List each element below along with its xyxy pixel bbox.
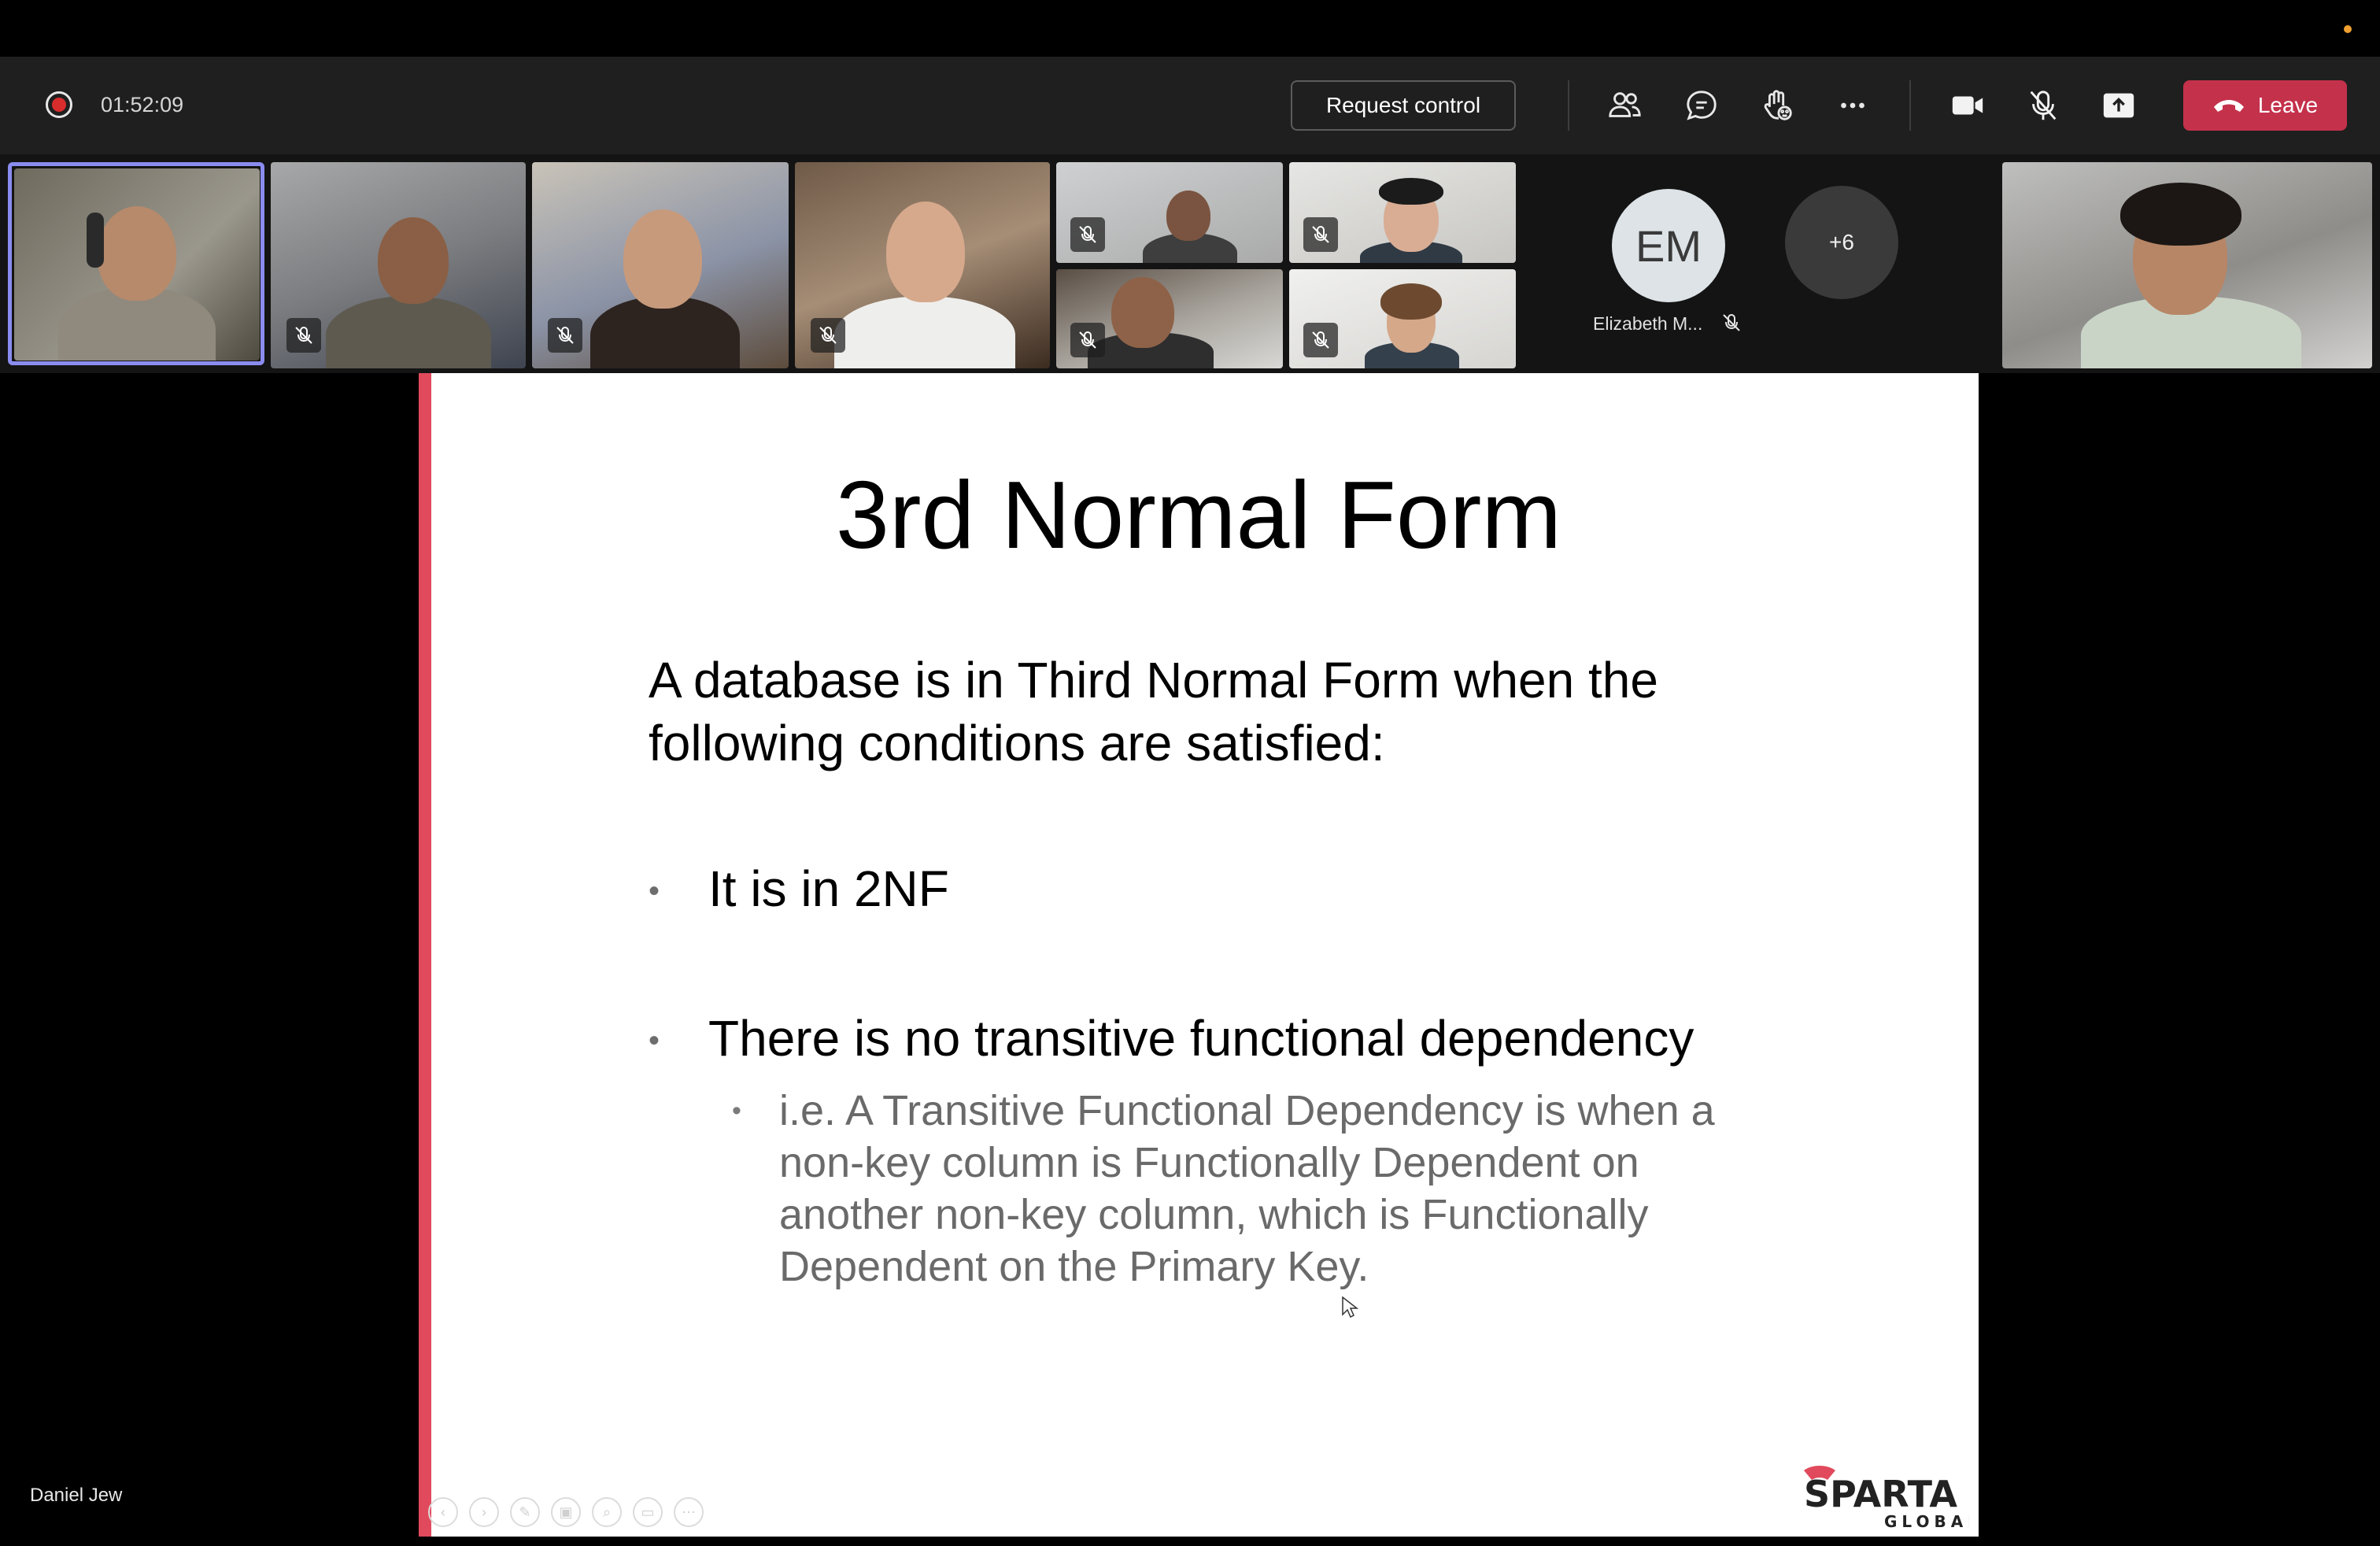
participant-face [1111,277,1174,348]
participant-figure [326,296,491,368]
slides-icon[interactable]: ▣ [551,1497,581,1527]
muted-icon [1303,217,1338,252]
slide-sub-bullet: • i.e. A Transitive Functional Dependenc… [732,1085,1755,1293]
muted-icon [1723,314,1740,331]
participant-tile[interactable] [1056,269,1283,368]
previous-slide-icon[interactable]: ‹ [428,1497,458,1527]
meeting-toolbar: 01:52:09 Request control Leave [0,57,2380,154]
pen-icon[interactable]: ✎ [510,1497,540,1527]
next-slide-icon[interactable]: › [469,1497,499,1527]
participant-avatar[interactable]: EM [1612,189,1725,302]
participant-face [623,209,702,309]
muted-icon [811,318,845,353]
more-options-icon[interactable]: ⋯ [674,1497,704,1527]
bullet-marker: • [649,874,660,908]
participant-hair [1380,283,1442,320]
participant-tile[interactable] [2002,162,2372,368]
participant-tile[interactable] [14,168,260,361]
chat-icon[interactable] [1681,85,1722,126]
recording-icon [46,91,72,118]
share-icon[interactable] [2098,85,2139,126]
presenter-name: Daniel Jew [30,1485,123,1506]
slide-title: 3rd Normal Form [836,461,1561,568]
toolbar-divider [1909,80,1911,131]
presentation-slide: 3rd Normal Form A database is in Third N… [419,373,1979,1537]
muted-icon [1070,217,1105,252]
sub-bullet-text: i.e. A Transitive Functional Dependency … [779,1087,1715,1290]
bullet-marker: • [732,1096,741,1126]
participant-hair [2120,183,2241,246]
muted-icon [286,318,321,353]
participant-face [886,202,965,302]
raise-hand-icon[interactable] [1757,85,1798,126]
participant-face [378,217,449,304]
hang-up-icon [2213,100,2244,112]
mouse-cursor-icon [1342,1296,1358,1319]
participant-figure [834,296,1015,368]
meeting-timer: 01:52:09 [101,93,184,117]
subtitles-icon[interactable]: ▭ [633,1497,663,1527]
muted-icon [1303,323,1338,357]
slide-bullet: • There is no transitive functional depe… [649,1009,1694,1067]
more-icon[interactable] [1832,85,1873,126]
bullet-marker: • [649,1023,660,1058]
participants-icon[interactable] [1604,85,1645,126]
participant-tile[interactable] [1056,162,1283,263]
active-speaker-highlight [8,162,264,365]
bullet-text: There is no transitive functional depend… [708,1010,1694,1067]
request-control-button[interactable]: Request control [1291,80,1516,131]
participant-face [1166,190,1210,241]
slideshow-controls: ‹ › ✎ ▣ ⌕ ▭ ⋯ [428,1497,704,1527]
slide-bullet: • It is in 2NF [649,860,949,918]
participant-tile[interactable] [795,162,1050,368]
bullet-text: It is in 2NF [708,860,949,917]
camera-icon[interactable] [1947,85,1988,126]
slide-accent-bar [419,373,431,1537]
muted-icon [548,318,582,353]
sparta-global-logo: SPARTA GLOBAL [1804,1466,1969,1531]
leave-label: Leave [2257,93,2319,117]
participant-tile[interactable] [532,162,789,368]
muted-icon [1070,323,1105,357]
participant-tile[interactable] [1289,269,1516,368]
toolbar-divider [1568,80,1569,131]
participant-tile[interactable] [1289,162,1516,263]
shared-screen: 3rd Normal Form A database is in Third N… [8,373,2372,1538]
participant-face [98,206,176,301]
headset-icon [1379,178,1443,205]
zoom-icon[interactable]: ⌕ [592,1497,622,1527]
mic-off-icon[interactable] [2023,85,2064,126]
participant-gallery: EM Elizabeth M... +6 [0,154,2380,373]
system-top-bar [0,0,2380,57]
headset-icon [87,213,104,268]
logo-wordmark: SPARTA [1804,1473,1957,1515]
more-participants-button[interactable]: +6 [1785,186,1898,299]
participant-name: Elizabeth M... [1593,313,1703,334]
notification-dot [2344,25,2352,33]
leave-button[interactable]: Leave [2183,80,2347,131]
participant-tile[interactable] [271,162,526,368]
logo-subtext: GLOBAL [1884,1512,1969,1531]
slide-intro-text: A database is in Third Normal Form when … [649,652,1658,771]
recording-dot [52,98,66,112]
